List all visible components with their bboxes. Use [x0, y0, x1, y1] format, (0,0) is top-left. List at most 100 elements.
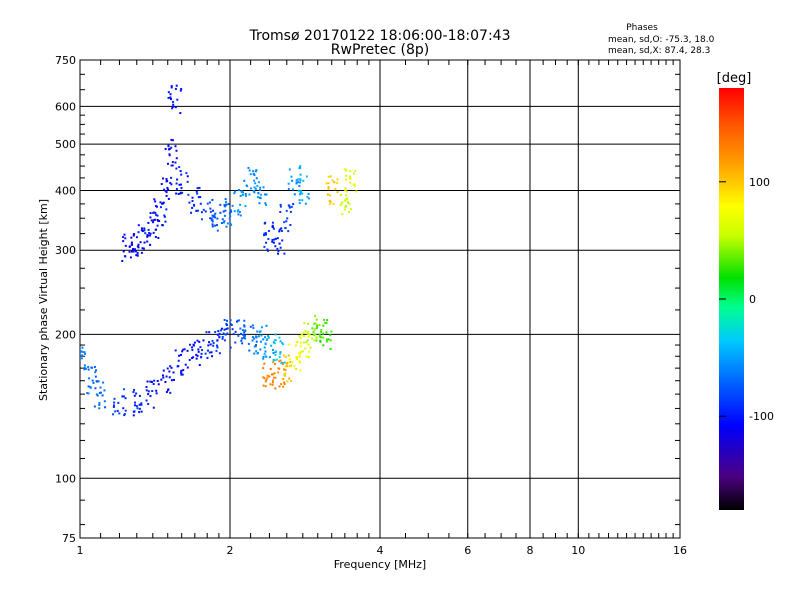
data-point: [211, 214, 214, 217]
data-point: [211, 220, 214, 223]
data-point: [311, 337, 314, 340]
data-point: [243, 325, 246, 328]
data-point: [280, 229, 283, 232]
data-point: [314, 315, 317, 318]
data-point: [211, 355, 214, 358]
chart-subtitle: RwPretec (8p): [331, 42, 429, 58]
data-point: [281, 342, 284, 345]
data-point: [279, 205, 282, 208]
data-point: [265, 379, 268, 382]
y-tick-label: 75: [62, 532, 76, 545]
data-point: [170, 366, 173, 369]
data-point: [133, 233, 136, 236]
data-point: [129, 256, 132, 259]
data-point: [244, 329, 247, 332]
data-point: [149, 216, 152, 219]
data-point: [132, 234, 135, 237]
data-point: [172, 103, 175, 106]
data-point: [279, 352, 282, 355]
data-point: [200, 211, 203, 214]
y-tick-labels: 75 100 200 300 400 500 600 750: [55, 54, 76, 545]
data-point: [233, 192, 236, 195]
data-point: [274, 245, 277, 248]
data-point: [297, 189, 300, 192]
y-tick-label: 750: [55, 54, 76, 67]
chart-title: Tromsø 20170122 18:06:00-18:07:43: [249, 28, 511, 44]
data-point: [147, 402, 150, 405]
data-point: [141, 230, 144, 233]
data-point: [132, 414, 135, 417]
data-point: [89, 385, 92, 388]
data-point: [134, 404, 137, 407]
data-point: [349, 181, 352, 184]
data-point: [327, 188, 330, 191]
data-point: [170, 138, 173, 141]
data-point: [163, 215, 166, 218]
data-point: [176, 365, 179, 368]
data-point: [95, 393, 98, 396]
data-point: [279, 359, 282, 362]
data-point: [264, 342, 267, 345]
data-point: [257, 335, 260, 338]
data-point: [329, 347, 332, 350]
data-point: [246, 185, 249, 188]
data-point: [209, 207, 212, 210]
data-point: [137, 243, 140, 246]
data-point: [287, 230, 290, 233]
data-point: [80, 355, 82, 358]
data-point: [263, 352, 266, 355]
data-point: [77, 364, 79, 366]
data-point: [299, 361, 302, 364]
data-point: [84, 367, 87, 370]
data-point: [255, 335, 258, 338]
data-point: [298, 335, 301, 338]
data-point: [146, 235, 149, 238]
data-point: [344, 205, 347, 208]
data-point: [225, 322, 228, 325]
data-point: [247, 166, 250, 169]
data-point: [313, 328, 316, 331]
data-point: [271, 221, 274, 224]
data-point: [276, 247, 279, 250]
data-point: [243, 324, 246, 327]
data-point: [199, 202, 202, 205]
data-point: [86, 392, 89, 395]
data-point: [316, 324, 319, 327]
data-point: [299, 345, 302, 348]
data-point: [345, 174, 348, 177]
data-point: [286, 380, 289, 383]
data-point: [90, 366, 93, 369]
data-point: [168, 154, 171, 157]
data-point: [181, 191, 184, 194]
data-point: [262, 376, 265, 379]
data-point: [297, 181, 300, 184]
data-point: [138, 394, 141, 397]
data-point: [164, 380, 167, 383]
data-point: [211, 225, 214, 228]
data-point: [299, 181, 302, 184]
data-point: [241, 193, 244, 196]
data-point: [320, 329, 323, 332]
stats-heading: Phases: [626, 23, 658, 33]
data-point: [158, 219, 161, 222]
data-point: [281, 239, 284, 242]
data-point: [121, 259, 124, 262]
data-point: [157, 383, 160, 386]
data-point: [323, 318, 326, 321]
data-point: [279, 340, 282, 343]
data-point: [271, 373, 274, 376]
data-point: [142, 247, 145, 250]
y-tick-label: 400: [55, 184, 76, 197]
data-point: [112, 413, 115, 416]
data-point: [228, 217, 231, 220]
data-point: [153, 198, 156, 201]
data-point: [169, 181, 172, 184]
data-point: [319, 339, 322, 342]
data-point: [284, 372, 287, 375]
data-point: [174, 87, 177, 90]
data-point: [195, 357, 198, 360]
data-point: [113, 401, 116, 404]
data-point: [348, 202, 351, 205]
data-point: [274, 362, 277, 365]
data-point: [272, 241, 275, 244]
